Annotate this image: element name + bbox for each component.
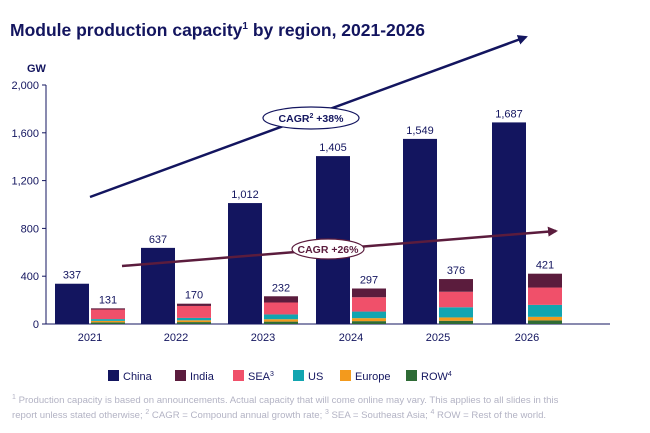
y-tick-label: 1,200	[11, 176, 39, 188]
chart-title: Module production capacity1 by region, 2…	[10, 20, 425, 41]
footnote-text-2c: SEA = Southeast Asia;	[328, 410, 431, 422]
legend-swatch-sea	[233, 370, 244, 381]
legend-swatch-europe	[340, 370, 351, 381]
legend-label-europe: Europe	[355, 371, 390, 383]
china-value-label: 1,012	[231, 189, 259, 201]
footnote-mark-1: 1	[12, 394, 16, 401]
legend-label-us: US	[308, 371, 323, 383]
india-segment	[264, 296, 298, 303]
x-tick-label: 2024	[339, 332, 363, 344]
chart-title-footnote-mark: 1	[242, 21, 248, 33]
legend-swatch-china	[108, 370, 119, 381]
y-tick-label: 400	[21, 271, 39, 283]
row-segment	[528, 320, 562, 324]
footnote: 1 Production capacity is based on announ…	[12, 392, 642, 422]
europe-segment	[439, 317, 473, 321]
us-segment	[439, 307, 473, 318]
footnote-mark-2: 2	[145, 409, 150, 417]
legend-label-india: India	[190, 371, 215, 383]
china-bar	[403, 138, 437, 324]
us-segment	[91, 319, 125, 321]
legend-swatch-india	[175, 370, 186, 381]
europe-segment	[352, 318, 386, 322]
y-tick-label: 2,000	[11, 80, 39, 92]
legend-label-row: ROW4	[421, 371, 452, 383]
us-segment	[177, 317, 211, 321]
sea-segment	[439, 291, 473, 308]
china-bar	[228, 203, 262, 324]
y-tick-label: 1,600	[11, 128, 39, 140]
us-segment	[352, 311, 386, 319]
legend-label-sea: SEA3	[248, 371, 274, 383]
row-segment	[177, 322, 211, 324]
x-tick-label: 2022	[164, 332, 188, 344]
footnote-text-2d: ROW = Rest of the world.	[434, 410, 547, 422]
india-segment	[177, 303, 211, 306]
row-segment	[439, 320, 473, 324]
row-segment	[352, 321, 386, 324]
x-tick-label: 2021	[78, 332, 102, 344]
footnote-mark-4: 4	[430, 409, 435, 417]
china-bar	[141, 247, 175, 324]
china-bar	[55, 283, 89, 324]
stack-total-label: 170	[185, 290, 203, 302]
stack-total-label: 376	[447, 265, 465, 277]
row-segment	[91, 322, 125, 324]
stack-total-label: 421	[536, 260, 554, 272]
sea-segment	[528, 287, 562, 305]
legend-swatch-row	[406, 370, 417, 381]
india-segment	[528, 273, 562, 288]
sea-segment	[352, 297, 386, 312]
footnote-text-1: Production capacity is based on announce…	[15, 395, 559, 407]
footnote-line-1: 1 Production capacity is based on announ…	[12, 392, 642, 407]
footnote-text-2b: CAGR = Compound annual growth rate;	[149, 410, 325, 422]
china-value-label: 1,405	[319, 142, 347, 154]
y-axis-unit-label: GW	[27, 63, 47, 75]
y-tick-label: 800	[21, 223, 39, 235]
x-tick-label: 2025	[426, 332, 450, 344]
india-segment	[439, 279, 473, 292]
footnote-text-2a: report unless stated otherwise;	[12, 410, 146, 422]
cagr-china-bubble	[262, 106, 360, 130]
row-segment	[264, 321, 298, 324]
china-value-label: 1,687	[495, 108, 523, 120]
cagr-china-label: CAGR2 +38%	[279, 113, 345, 125]
us-segment	[528, 304, 562, 317]
legend-swatch-us	[293, 370, 304, 381]
chart-title-rest: by region, 2021-2026	[247, 20, 425, 40]
cagr-row-bubble	[291, 238, 365, 260]
china-bar	[492, 122, 526, 324]
legend-label-china: China	[123, 371, 153, 383]
stack-total-label: 232	[272, 282, 290, 294]
india-segment	[91, 308, 125, 310]
chart-title-main: Module production capacity	[10, 20, 243, 40]
china-value-label: 1,549	[406, 125, 434, 137]
china-value-label: 337	[63, 270, 81, 282]
footnote-mark-3: 3	[324, 409, 329, 417]
cagr-row-label: CAGR +26%	[298, 244, 360, 256]
sea-segment	[264, 302, 298, 315]
y-tick-label: 0	[33, 319, 39, 331]
europe-segment	[528, 316, 562, 321]
stack-total-label: 131	[99, 294, 117, 306]
sea-segment	[91, 309, 125, 320]
europe-segment	[91, 320, 125, 323]
bar-chart: GW 0 400 800 1,200 1,600 2,000 337 131 2021 637 17…	[11, 35, 610, 383]
china-value-label: 637	[149, 234, 167, 246]
stack-total-label: 297	[360, 275, 378, 287]
x-tick-label: 2026	[515, 332, 539, 344]
footnote-line-2: report unless stated otherwise; 2 CAGR =…	[12, 407, 642, 422]
india-segment	[352, 288, 386, 298]
europe-segment	[264, 319, 298, 322]
sea-segment	[177, 305, 211, 318]
europe-segment	[177, 320, 211, 323]
x-tick-label: 2023	[251, 332, 275, 344]
us-segment	[264, 314, 298, 320]
